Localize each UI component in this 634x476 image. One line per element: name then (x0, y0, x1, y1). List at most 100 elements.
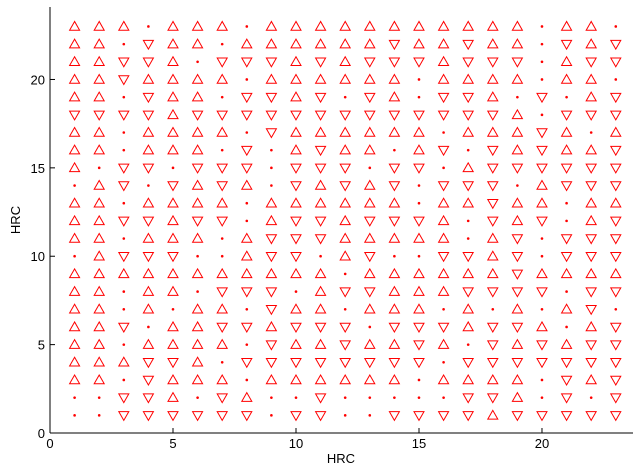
triangle-down-marker (413, 163, 425, 174)
triangle-down-marker (388, 163, 401, 174)
triangle-up-marker (142, 144, 155, 155)
triangle-down-marker (265, 57, 278, 68)
triangle-up-marker (560, 126, 573, 137)
triangle-down-marker (142, 92, 155, 104)
triangle-up-marker (413, 126, 425, 137)
triangle-up-marker (388, 373, 401, 385)
dot-marker (393, 148, 396, 152)
triangle-up-marker (68, 303, 81, 314)
dot-marker (393, 396, 396, 399)
triangle-up-marker (486, 267, 499, 279)
triangle-down-marker (167, 358, 179, 369)
triangle-up-marker (93, 356, 106, 367)
triangle-up-marker (191, 373, 204, 385)
triangle-down-marker (585, 287, 598, 298)
triangle-up-marker (314, 197, 327, 208)
triangle-down-marker (511, 358, 524, 369)
dot-marker (540, 42, 544, 46)
triangle-up-marker (609, 126, 622, 137)
dot-marker (565, 201, 568, 205)
triangle-up-marker (68, 144, 81, 155)
triangle-down-marker (560, 393, 573, 404)
triangle-down-marker (536, 128, 548, 139)
triangle-up-marker (93, 126, 106, 137)
triangle-down-marker (609, 181, 622, 192)
triangle-up-marker (585, 320, 598, 332)
triangle-down-marker (609, 411, 622, 422)
triangle-up-marker (290, 373, 302, 385)
triangle-down-marker (191, 163, 204, 174)
triangle-down-marker (240, 411, 253, 422)
triangle-up-marker (585, 20, 598, 31)
triangle-up-marker (191, 356, 204, 367)
triangle-down-marker (486, 287, 499, 298)
triangle-down-marker (216, 393, 229, 404)
dot-marker (122, 42, 126, 46)
triangle-up-marker (265, 197, 278, 208)
dot-marker (270, 414, 273, 417)
triangle-down-marker (240, 287, 253, 298)
triangle-down-marker (388, 216, 401, 227)
triangle-up-marker (290, 38, 302, 49)
dot-marker (220, 148, 224, 152)
triangle-up-marker (93, 179, 106, 190)
triangle-down-marker (413, 57, 425, 68)
triangle-down-marker (388, 57, 401, 68)
dot-marker (270, 166, 273, 170)
triangle-down-marker (339, 322, 352, 333)
dot-marker (343, 307, 347, 311)
triangle-up-marker (437, 373, 450, 385)
triangle-down-marker (560, 358, 573, 369)
x-tick-label: 15 (412, 436, 426, 451)
triangle-down-marker (191, 411, 204, 422)
triangle-up-marker (167, 285, 179, 296)
triangle-down-marker (511, 251, 524, 263)
triangle-up-marker (314, 73, 327, 84)
triangle-up-marker (560, 303, 573, 314)
triangle-down-marker (560, 110, 573, 121)
triangle-up-marker (314, 126, 327, 137)
triangle-down-marker (142, 411, 155, 422)
triangle-up-marker (363, 144, 376, 155)
triangle-up-marker (486, 250, 499, 261)
triangle-up-marker (265, 267, 278, 279)
triangle-up-marker (486, 91, 499, 102)
triangle-down-marker (536, 216, 548, 227)
triangle-up-marker (117, 20, 130, 31)
triangle-up-marker (363, 179, 376, 190)
triangle-down-marker (609, 110, 622, 121)
triangle-down-marker (462, 92, 475, 104)
triangle-up-marker (437, 232, 450, 243)
triangle-down-marker (609, 234, 622, 245)
dot-marker (196, 396, 199, 399)
triangle-up-marker (68, 91, 81, 102)
dot-marker (516, 95, 519, 99)
triangle-up-marker (142, 303, 155, 314)
triangle-up-marker (314, 285, 327, 296)
triangle-up-marker (191, 303, 204, 314)
triangle-down-marker (437, 411, 450, 422)
triangle-down-marker (191, 216, 204, 227)
triangle-up-marker (191, 91, 204, 102)
triangle-up-marker (167, 108, 179, 120)
dot-marker (122, 201, 126, 205)
dot-marker (270, 184, 273, 187)
triangle-up-marker (388, 91, 401, 102)
triangle-down-marker (437, 92, 450, 104)
dot-marker (147, 25, 150, 28)
dot-marker (73, 254, 76, 258)
dot-marker (220, 360, 224, 364)
triangle-down-marker (117, 163, 130, 174)
dot-marker (245, 307, 249, 311)
triangle-down-marker (314, 145, 327, 157)
triangle-up-marker (314, 338, 327, 349)
triangle-up-marker (413, 303, 425, 314)
triangle-up-marker (339, 214, 352, 226)
triangle-up-marker (511, 108, 524, 120)
dot-marker (294, 396, 298, 399)
triangle-up-marker (290, 91, 302, 102)
triangle-up-marker (339, 55, 352, 67)
dot-marker (540, 113, 544, 117)
